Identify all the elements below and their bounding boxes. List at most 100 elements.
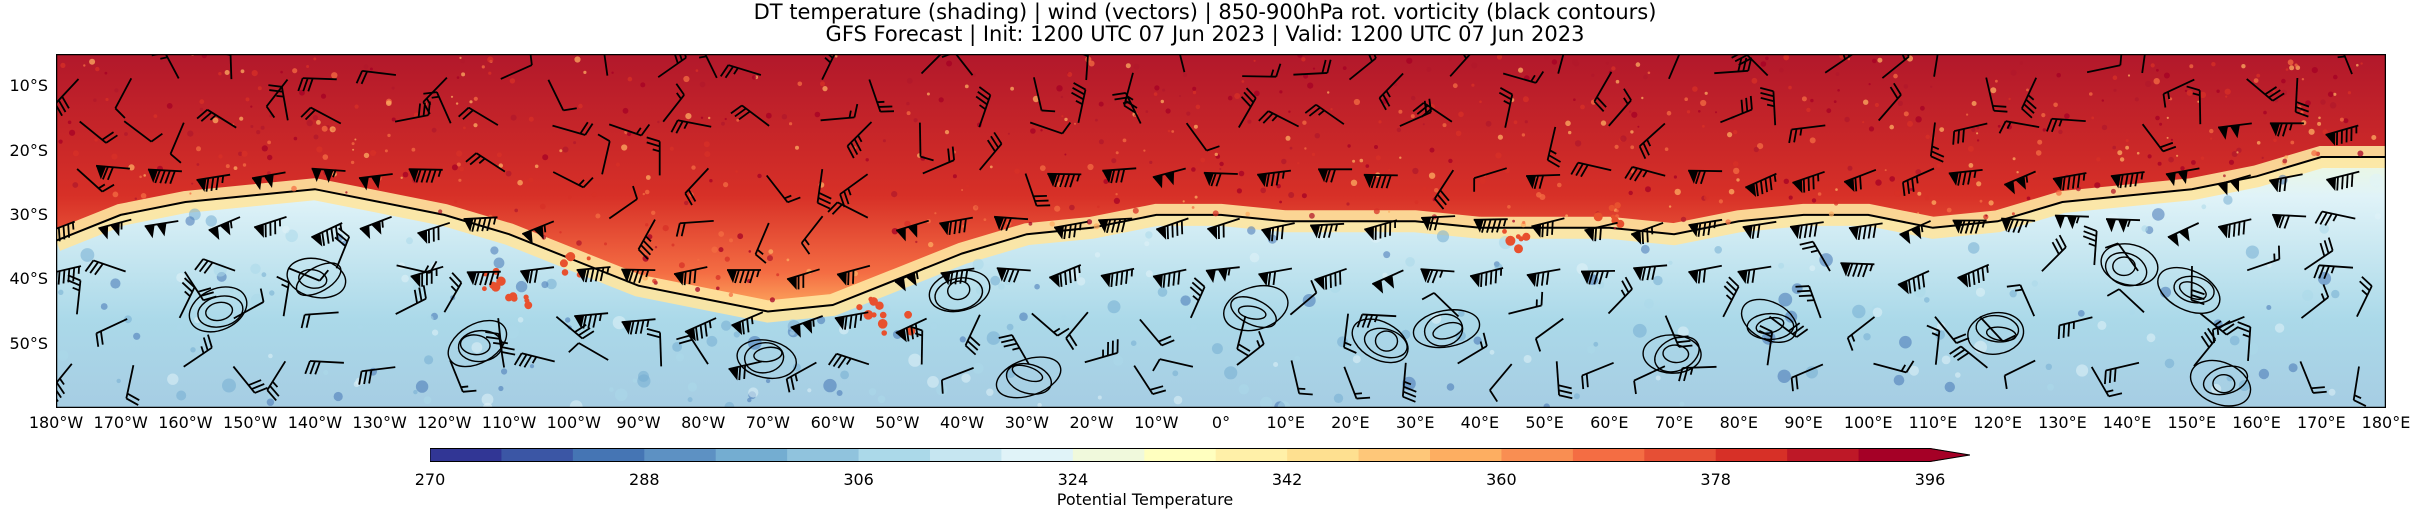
shading-speck [2290,140,2295,145]
shading-speck [906,77,913,84]
vorticity-contour [2189,359,2252,407]
shading-speck [1342,66,1347,70]
shading-speck [1968,163,1974,168]
wind-barb [1998,120,2040,134]
shading-speck [2094,182,2101,189]
wind-barb [395,285,427,315]
shading-speck [112,191,119,198]
shading-speck [687,382,698,392]
shading-speck [276,175,280,179]
shading-speck [1032,95,1040,103]
shading-speck [1573,61,1580,67]
shading-speck [789,122,793,126]
shading-speck [632,378,637,383]
wind-barb [1343,366,1371,400]
shading-speck [2026,88,2029,92]
shading-speck [1931,200,1937,206]
wind-barb [1952,219,1987,234]
shading-speck [856,304,863,311]
shading-speck [269,290,275,296]
shading-speck [469,100,473,104]
shading-speck [1007,132,1010,135]
lon-tick-label: 110°W [481,413,537,432]
shading-speck [58,289,64,295]
shading-speck [541,281,549,289]
shading-speck [1329,281,1341,293]
wind-barb [684,167,710,206]
wind-barb [1878,82,1902,122]
vorticity-contour [1363,327,1408,359]
shading-speck [871,312,877,318]
shading-speck [1718,199,1723,204]
shading-speck [1162,88,1166,92]
shading-speck [1485,120,1492,127]
shading-speck [2199,91,2207,99]
shading-speck [1909,365,1919,376]
shading-speck [1600,120,1607,126]
wind-barb [568,342,609,361]
shading-speck [704,151,711,158]
shading-speck [1903,84,1909,89]
shading-speck [471,342,483,353]
shading-speck [1006,323,1014,331]
shading-speck [1645,186,1651,193]
shading-speck [1182,200,1185,203]
shading-speck [1976,181,1982,187]
wind-barb [253,216,287,238]
wind-barb [463,216,498,232]
wind-barb [1100,267,1135,288]
shading-speck [1971,101,1977,106]
shading-speck [1777,369,1791,383]
wind-barb [287,267,330,282]
shading-speck [1725,219,1731,225]
shading-speck [498,385,504,392]
shading-speck [2125,145,2130,150]
vorticity-contour [2104,251,2148,287]
shading-speck [1191,167,1196,172]
shading-speck [975,285,986,295]
colorbar-cell [430,448,502,462]
lon-tick-label: 60°W [810,413,855,432]
shading-speck [1446,383,1455,391]
shading-speck [1907,120,1913,127]
shading-speck [1288,192,1295,198]
shading-speck [1644,298,1654,309]
shading-speck [1976,126,1980,130]
wind-barb [1742,220,1777,240]
wind-barb [1668,54,1684,80]
wind-barb [266,360,287,402]
shading-speck [1311,152,1316,156]
shading-speck [323,369,329,376]
shading-speck [2210,137,2213,140]
shading-speck [2231,151,2238,157]
lon-tick-label: 30°E [1395,413,1435,432]
shading-speck [529,364,535,369]
shading-speck [2209,128,2214,134]
wind-barb [920,54,947,75]
shading-speck [1640,244,1650,254]
shading-speck [413,389,418,395]
shading-speck [316,120,321,125]
figure-title: DT temperature (shading) | wind (vectors… [753,0,1657,24]
shading-speck [1247,226,1256,235]
shading-speck [1727,132,1733,138]
shading-speck [1074,122,1076,125]
shading-speck [986,388,994,396]
shading-speck [1442,123,1447,128]
wind-barb [2217,122,2252,140]
wind-barb [1799,240,1831,272]
wind-barb [790,315,824,338]
wind-barb [816,168,832,210]
shading-speck [561,269,569,276]
wind-barb [114,77,133,119]
wind-barb [1744,172,1777,197]
wind-barb [1065,311,1089,351]
colorbar-cell [858,448,931,462]
wind-barb [1580,270,1616,285]
vorticity-contour [1740,298,1798,343]
lat-tick-label: 10°S [9,76,48,96]
vorticity-contour [205,301,234,322]
shading-speck [2037,139,2043,145]
shading-speck [1312,67,1316,70]
shading-speck [1615,209,1619,213]
